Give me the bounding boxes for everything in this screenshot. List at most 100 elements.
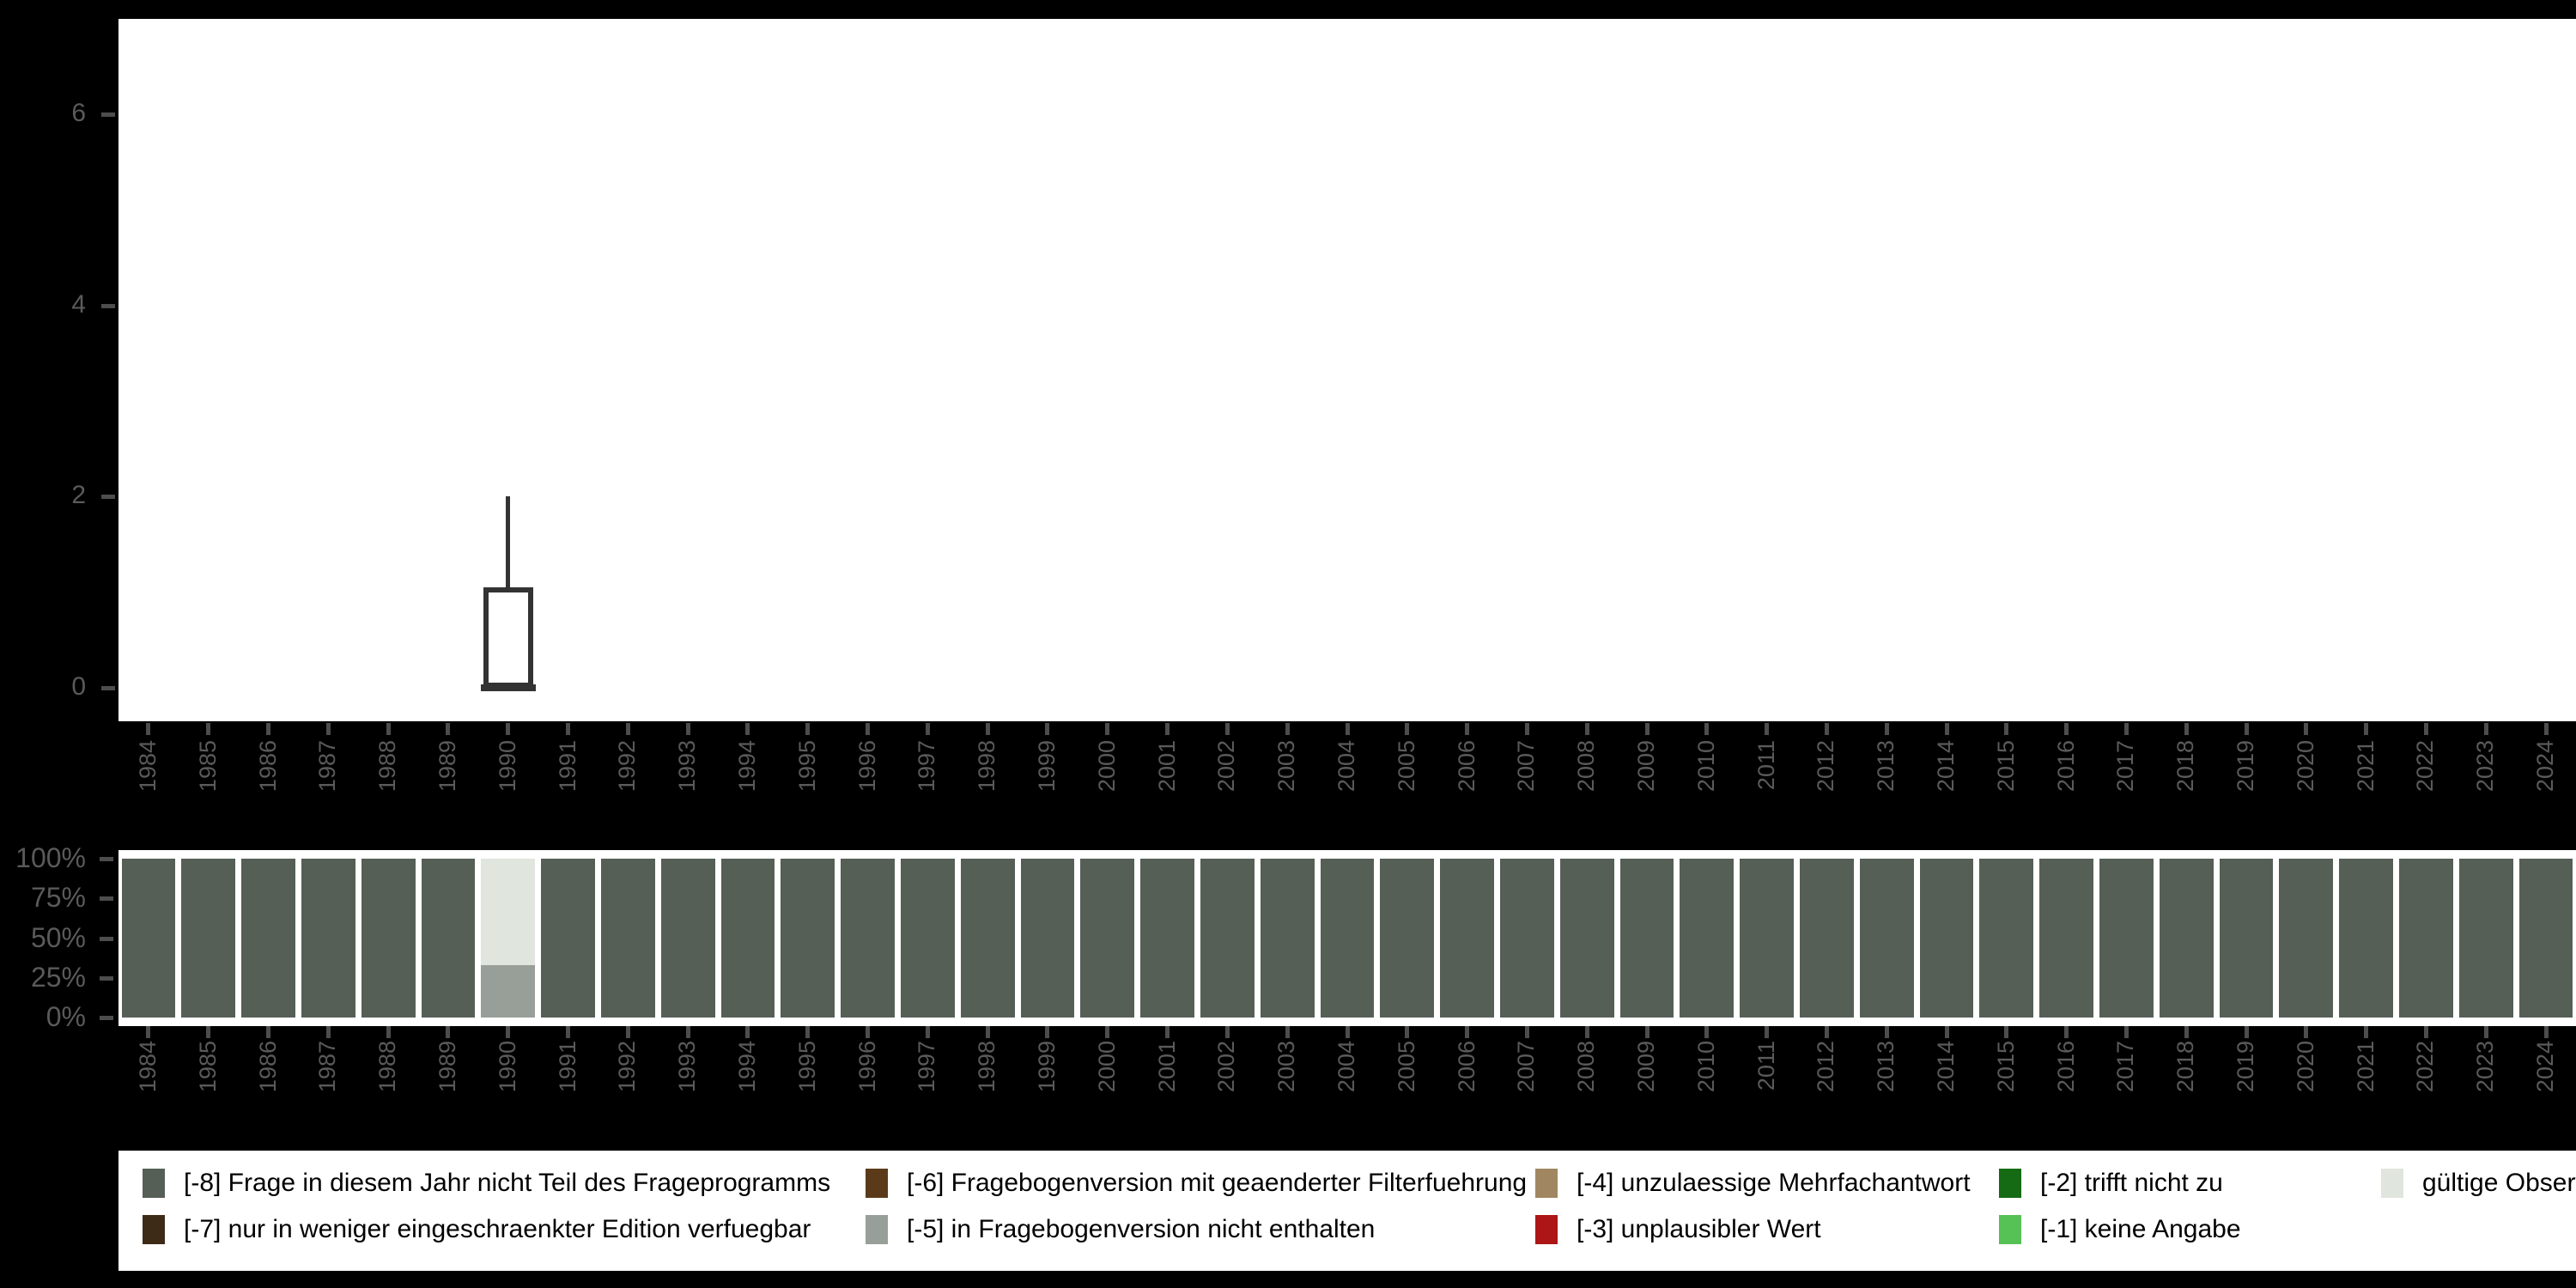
bar-segment xyxy=(241,859,295,1018)
boxplot-x-tick-label: 2008 xyxy=(1573,740,1600,793)
boxplot-x-tick-label: 2019 xyxy=(2233,740,2259,793)
legend-item[interactable]: [-5] in Fragebogenversion nicht enthalte… xyxy=(866,1212,1375,1247)
bar-segment xyxy=(1919,859,1974,1018)
bar-x-tick-label: 2008 xyxy=(1573,1041,1600,1093)
bar-column[interactable] xyxy=(361,859,416,1018)
bar-column[interactable] xyxy=(1979,859,2034,1018)
bar-column[interactable] xyxy=(1260,859,1315,1018)
boxplot-x-tick-mark xyxy=(685,723,690,735)
bar-segment xyxy=(1440,859,1494,1018)
legend-item[interactable]: [-3] unplausibler Wert xyxy=(1535,1212,1821,1247)
bar-column[interactable] xyxy=(1500,859,1554,1018)
bar-column[interactable] xyxy=(600,859,655,1018)
bar-x-tick-label: 2004 xyxy=(1334,1041,1359,1093)
bar-column[interactable] xyxy=(2039,859,2094,1018)
bar-column[interactable] xyxy=(781,859,835,1018)
legend-item[interactable]: [-6] Fragebogenversion mit geaenderter F… xyxy=(866,1166,1527,1200)
bar-column[interactable] xyxy=(2399,859,2453,1018)
legend-item[interactable]: [-2] trifft nicht zu xyxy=(1999,1166,2223,1200)
bar-x-tick-mark xyxy=(1465,1026,1470,1038)
bar-column[interactable] xyxy=(481,859,536,1018)
boxplot-x-tick-label: 2018 xyxy=(2172,740,2199,793)
bar-column[interactable] xyxy=(1380,859,1435,1018)
bar-column[interactable] xyxy=(2099,859,2154,1018)
boxplot-x-tick-mark xyxy=(2543,723,2549,735)
bar-column[interactable] xyxy=(121,859,176,1018)
bar-x-tick-mark xyxy=(506,1026,511,1038)
bar-column[interactable] xyxy=(1800,859,1854,1018)
boxplot-y-tick-mark xyxy=(101,112,115,118)
bar-column[interactable] xyxy=(1440,859,1494,1018)
bar-column[interactable] xyxy=(2279,859,2334,1018)
boxplot-x-tick-mark xyxy=(1824,723,1829,735)
bar-segment xyxy=(421,859,476,1018)
bar-x-tick-label: 1993 xyxy=(674,1041,701,1093)
boxplot-panel xyxy=(118,19,2576,721)
bar-x-tick-mark xyxy=(925,1026,930,1038)
boxplot-x-tick-label: 1992 xyxy=(614,740,641,793)
bar-column[interactable] xyxy=(660,859,715,1018)
legend-label: [-7] nur in weniger eingeschraenkter Edi… xyxy=(184,1215,811,1243)
bar-column[interactable] xyxy=(1740,859,1795,1018)
bar-segment xyxy=(481,859,536,965)
bar-column[interactable] xyxy=(1619,859,1674,1018)
legend-item[interactable]: [-7] nur in weniger eingeschraenkter Edi… xyxy=(143,1212,811,1247)
bar-x-tick-label: 2013 xyxy=(1873,1041,1899,1093)
bar-y-tick-mark xyxy=(100,975,113,981)
bar-column[interactable] xyxy=(1320,859,1375,1018)
bar-column[interactable] xyxy=(1859,859,1914,1018)
bar-column[interactable] xyxy=(1680,859,1735,1018)
bar-x-tick-mark xyxy=(625,1026,630,1038)
boxplot-x-tick-mark xyxy=(146,723,151,735)
bar-column[interactable] xyxy=(900,859,955,1018)
boxplot-median-line xyxy=(480,684,536,692)
boxplot-x-tick-mark xyxy=(1224,723,1230,735)
bar-column[interactable] xyxy=(1140,859,1194,1018)
legend-item[interactable]: [-4] unzulaessige Mehrfachantwort xyxy=(1535,1166,1971,1200)
bar-x-tick-label: 2002 xyxy=(1213,1041,1240,1093)
bar-column[interactable] xyxy=(541,859,595,1018)
bar-column[interactable] xyxy=(241,859,295,1018)
boxplot-x-tick-label: 2009 xyxy=(1633,740,1660,793)
bar-column[interactable] xyxy=(1200,859,1255,1018)
bar-column[interactable] xyxy=(181,859,236,1018)
bar-column[interactable] xyxy=(841,859,895,1018)
bar-column[interactable] xyxy=(1080,859,1135,1018)
boxplot-x-tick-label: 2005 xyxy=(1393,740,1419,793)
boxplot-x-tick-mark xyxy=(506,723,511,735)
bar-column[interactable] xyxy=(301,859,355,1018)
bar-x-tick-label: 2001 xyxy=(1153,1041,1180,1093)
boxplot-x-tick-label: 2012 xyxy=(1813,740,1839,793)
bar-column[interactable] xyxy=(960,859,1015,1018)
bar-column[interactable] xyxy=(720,859,775,1018)
bar-x-tick-label: 1985 xyxy=(194,1041,221,1093)
legend-item[interactable]: gültige Observationen xyxy=(2381,1166,2576,1200)
bar-x-tick-mark xyxy=(1405,1026,1410,1038)
bar-x-tick-label: 2024 xyxy=(2532,1041,2559,1093)
bar-column[interactable] xyxy=(1919,859,1974,1018)
legend-item[interactable]: [-1] keine Angabe xyxy=(1999,1212,2241,1247)
boxplot-x-tick-mark xyxy=(566,723,571,735)
legend-swatch-icon xyxy=(1999,1169,2021,1198)
bar-segment xyxy=(781,859,835,1018)
bar-x-tick-label: 2017 xyxy=(2112,1041,2139,1093)
bar-y-tick-mark xyxy=(100,896,113,902)
bar-column[interactable] xyxy=(2159,859,2214,1018)
boxplot-x-tick-mark xyxy=(325,723,331,735)
legend-item[interactable]: [-8] Frage in diesem Jahr nicht Teil des… xyxy=(143,1166,830,1200)
bar-x-tick-label: 1984 xyxy=(134,1041,161,1093)
bar-column[interactable] xyxy=(2219,859,2274,1018)
bar-column[interactable] xyxy=(1020,859,1075,1018)
boxplot-x-tick-label: 1987 xyxy=(314,740,341,793)
boxplot-x-tick-label: 1988 xyxy=(374,740,401,793)
bar-column[interactable] xyxy=(421,859,476,1018)
bar-column[interactable] xyxy=(2339,859,2394,1018)
bar-x-tick-mark xyxy=(1165,1026,1170,1038)
bar-column[interactable] xyxy=(2518,859,2573,1018)
bar-column[interactable] xyxy=(1559,859,1614,1018)
bar-x-tick-mark xyxy=(325,1026,331,1038)
boxplot-x-tick-mark xyxy=(386,723,391,735)
bar-column[interactable] xyxy=(2458,859,2513,1018)
bar-segment xyxy=(1020,859,1075,1018)
